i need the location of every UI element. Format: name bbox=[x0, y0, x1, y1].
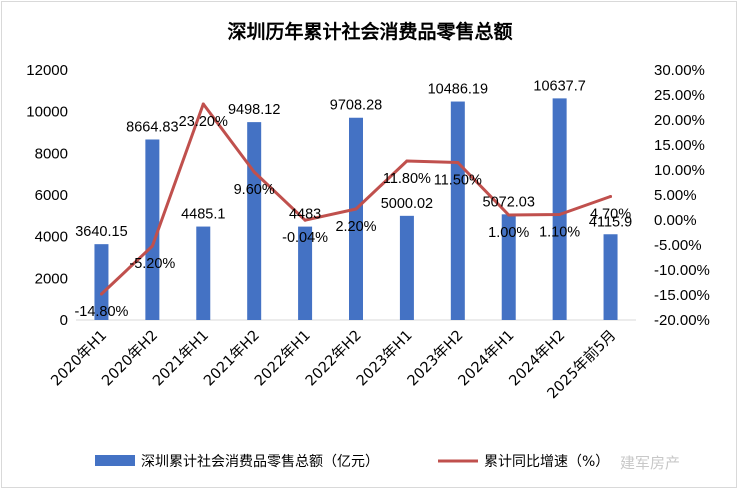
bar-value-label: 9498.12 bbox=[228, 102, 280, 118]
y-left-tick-label: 8000 bbox=[35, 145, 68, 162]
bar bbox=[145, 139, 160, 320]
bar-value-label: 4483 bbox=[289, 207, 321, 223]
y-right-tick-label: 30.00% bbox=[654, 62, 705, 79]
line-value-label: 2.20% bbox=[335, 219, 376, 235]
bar-value-label: 4115.9 bbox=[589, 214, 632, 230]
chart-title: 深圳历年累计社会消费品零售总额 bbox=[227, 20, 512, 43]
line-value-label: 4.70% bbox=[590, 207, 631, 223]
line-point bbox=[252, 170, 256, 174]
line-point bbox=[609, 195, 613, 198]
legend-label-line: 累计同比增速（%） bbox=[484, 454, 609, 470]
bar bbox=[552, 98, 567, 320]
bar-value-label: 8664.83 bbox=[126, 119, 178, 135]
bar bbox=[450, 101, 465, 320]
line-value-label: 23.20% bbox=[179, 114, 228, 130]
line-point bbox=[507, 213, 511, 217]
line-value-label: -14.80% bbox=[74, 304, 128, 320]
line-value-label: 1.00% bbox=[488, 225, 529, 241]
bar bbox=[298, 226, 313, 320]
watermark-text: 建军房产 bbox=[620, 454, 680, 472]
line-point bbox=[405, 159, 409, 163]
y-right-tick-label: -5.00% bbox=[654, 237, 702, 254]
bar-value-label: 5000.02 bbox=[381, 196, 433, 212]
line-point bbox=[99, 292, 103, 296]
y-right-tick-label: 25.00% bbox=[654, 87, 705, 104]
y-left-tick-label: 2000 bbox=[35, 270, 68, 287]
line-point bbox=[201, 102, 205, 106]
line-value-label: -5.20% bbox=[129, 256, 175, 272]
y-right-tick-label: 0.00% bbox=[654, 212, 697, 229]
bar bbox=[501, 214, 516, 320]
line-point bbox=[456, 161, 460, 164]
bar bbox=[196, 226, 211, 320]
y-right-tick-label: 10.00% bbox=[654, 162, 705, 179]
y-left-tick-label: 12000 bbox=[26, 62, 68, 79]
bar-series bbox=[94, 98, 618, 320]
y-right-tick-label: -10.00% bbox=[654, 262, 710, 279]
y-left-tick-label: 10000 bbox=[26, 104, 68, 121]
y-left-tick-label: 0 bbox=[60, 312, 68, 329]
line-value-label: -0.04% bbox=[282, 230, 328, 246]
bar-value-label: 4485.1 bbox=[181, 207, 225, 223]
bar-value-label: 9708.28 bbox=[330, 98, 382, 114]
bar-value-label: 10486.19 bbox=[428, 82, 488, 98]
line-point bbox=[558, 213, 562, 216]
y-right-tick-label: -20.00% bbox=[654, 312, 710, 329]
bar bbox=[349, 117, 363, 320]
y-right-tick-label: 20.00% bbox=[654, 112, 705, 129]
line-point bbox=[303, 218, 307, 222]
line-value-label: 11.50% bbox=[434, 173, 482, 189]
line-value-label: 1.10% bbox=[539, 225, 580, 241]
x-axis-ticks: 2020年H12020年H22021年H12021年H22022年H12022年… bbox=[48, 327, 620, 402]
legend: 深圳累计社会消费品零售总额（亿元） 累计同比增速（%） bbox=[95, 454, 609, 470]
data-labels: 3640.15 8664.83 4485.1 9498.12 4483 9708.28 50… bbox=[74, 78, 632, 320]
bar-value-label: 5072.03 bbox=[483, 194, 535, 210]
bar bbox=[247, 122, 262, 320]
line-point bbox=[354, 207, 358, 211]
bar-value-label: 3640.15 bbox=[75, 224, 127, 240]
y-right-tick-label: 5.00% bbox=[654, 187, 697, 204]
y-left-tick-label: 6000 bbox=[35, 187, 68, 204]
y-left-tick-label: 4000 bbox=[35, 229, 68, 246]
line-value-label: 11.80% bbox=[383, 171, 431, 187]
y-right-tick-label: -15.00% bbox=[654, 287, 710, 304]
bar bbox=[399, 215, 414, 320]
legend-label-bar: 深圳累计社会消费品零售总额（亿元） bbox=[141, 454, 379, 470]
bar bbox=[603, 234, 618, 320]
axes: 0 2000 4000 6000 8000 10000 12000 -20.00% -15.00… bbox=[26, 62, 710, 329]
line-value-label: 9.60% bbox=[234, 182, 275, 198]
y-right-tick-label: 15.00% bbox=[654, 137, 705, 154]
line-point bbox=[150, 244, 154, 248]
legend-swatch-bar bbox=[95, 455, 135, 466]
bar bbox=[94, 244, 109, 320]
line-series bbox=[99, 102, 613, 296]
bar-value-label: 10637.7 bbox=[533, 78, 585, 94]
